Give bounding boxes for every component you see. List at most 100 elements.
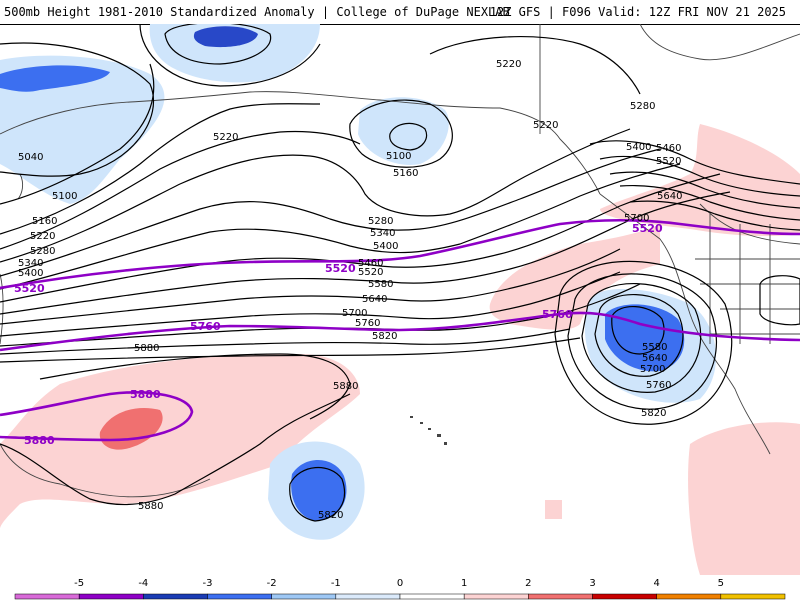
height-label: 5400 bbox=[373, 241, 398, 252]
contour-cutoff-4 bbox=[567, 273, 718, 410]
height-label: 5220 bbox=[496, 59, 521, 70]
height-label: 5640 bbox=[642, 353, 667, 364]
primary-label: 5520 bbox=[632, 222, 663, 235]
height-label: 5700 bbox=[342, 308, 367, 319]
neg-anomaly-low-core bbox=[605, 304, 685, 372]
height-label: 5280 bbox=[630, 101, 655, 112]
height-label: 5340 bbox=[18, 258, 43, 269]
contour-aleutian-low bbox=[349, 99, 453, 168]
contour-5820-south bbox=[289, 466, 346, 522]
height-label: 5820 bbox=[641, 408, 666, 419]
coastlines bbox=[0, 23, 800, 498]
contour-5820 bbox=[0, 337, 581, 363]
height-label: 5100 bbox=[52, 191, 77, 202]
contour-5340-a bbox=[0, 148, 661, 277]
primary-label: 5760 bbox=[542, 308, 573, 321]
height-label: 5700 bbox=[640, 364, 665, 375]
contour-5580 bbox=[0, 248, 621, 325]
pos-anomaly-se bbox=[688, 422, 800, 575]
legend-tick-label: -4 bbox=[138, 578, 148, 589]
height-label: 5820 bbox=[318, 510, 343, 521]
primary-contours bbox=[0, 218, 800, 442]
legend-bin bbox=[528, 593, 593, 600]
contour-north-outer bbox=[139, 23, 321, 87]
contour-5040 bbox=[0, 42, 155, 177]
height-label: 5160 bbox=[393, 168, 418, 179]
contour-cutoff-1 bbox=[611, 305, 665, 355]
legend-tick-label: 4 bbox=[653, 578, 659, 589]
contour-5880-a bbox=[39, 353, 351, 420]
legend-bin bbox=[143, 593, 208, 600]
hawaii-islands bbox=[410, 416, 447, 445]
legend-tick-label: 1 bbox=[461, 578, 467, 589]
legend-bin bbox=[592, 593, 657, 600]
contour-ne-stack-1 bbox=[589, 140, 800, 185]
primary-5760 bbox=[0, 311, 800, 352]
contour-cutoff-3 bbox=[581, 283, 702, 393]
legend-ticks: -5 -4 -3 -2 -1 0 1 2 3 4 5 bbox=[74, 578, 724, 589]
contour-5220-a bbox=[0, 130, 361, 250]
primary-label: 5760 bbox=[190, 320, 221, 333]
legend-bin bbox=[720, 593, 786, 600]
legend-tick-label: -3 bbox=[203, 578, 213, 589]
primary-5880 bbox=[0, 391, 194, 442]
height-label: 5520 bbox=[656, 156, 681, 167]
contour-5400-a bbox=[0, 163, 681, 290]
height-label: 5280 bbox=[368, 216, 393, 227]
legend-tick-label: 3 bbox=[589, 578, 595, 589]
height-label: 5040 bbox=[18, 152, 43, 163]
height-label: 5880 bbox=[138, 501, 163, 512]
legend-bin bbox=[14, 593, 80, 600]
height-label: 5580 bbox=[642, 342, 667, 353]
height-label: 5160 bbox=[32, 216, 57, 227]
height-label: 5340 bbox=[370, 228, 395, 239]
legend-bin bbox=[207, 593, 272, 600]
neg-anomaly-north bbox=[149, 24, 320, 83]
neg-anomaly-north-core bbox=[193, 26, 258, 48]
height-label: 5880 bbox=[134, 343, 159, 354]
height-label: 5760 bbox=[355, 318, 380, 329]
height-label: 5220 bbox=[30, 231, 55, 242]
legend-bins bbox=[14, 593, 786, 600]
contour-aleutian-inner bbox=[389, 122, 428, 151]
legend-bin bbox=[78, 593, 144, 600]
contour-5100-a bbox=[0, 63, 155, 205]
legend-tick-label: 0 bbox=[397, 578, 403, 589]
contour-ne-stack-4 bbox=[619, 185, 800, 221]
height-label: 5460 bbox=[358, 258, 383, 269]
primary-5520 bbox=[0, 218, 800, 290]
height-label: 5100 bbox=[386, 151, 411, 162]
height-label: 5460 bbox=[656, 143, 681, 154]
contour-ne-stack-5 bbox=[629, 200, 800, 231]
primary-label: 5520 bbox=[325, 262, 356, 275]
height-label: 5580 bbox=[368, 279, 393, 290]
contour-ne-stack-3 bbox=[609, 171, 800, 209]
height-label: 5640 bbox=[657, 191, 682, 202]
height-label: 5520 bbox=[358, 267, 383, 278]
height-label: 5400 bbox=[18, 268, 43, 279]
contour-5220-ne bbox=[429, 35, 641, 95]
neg-anomaly-south-core bbox=[291, 459, 347, 521]
legend-tick-label: -2 bbox=[267, 578, 277, 589]
legend-tick-label: 2 bbox=[525, 578, 531, 589]
map-canvas: 5220 5220 5220 5040 5100 5100 5160 5160 … bbox=[0, 22, 800, 575]
height-label: 5880 bbox=[333, 381, 358, 392]
neg-anomaly-aleutian bbox=[358, 97, 449, 165]
contour-cutoff-2 bbox=[594, 293, 684, 377]
contour-5460 bbox=[0, 173, 721, 303]
primary-label: 5520 bbox=[14, 282, 45, 295]
legend-bin bbox=[463, 593, 529, 600]
neg-anomaly-nw bbox=[0, 55, 165, 204]
primary-label: 5880 bbox=[24, 434, 55, 447]
valid-time: 12Z GFS | F096 Valid: 12Z FRI NOV 21 202… bbox=[489, 5, 786, 19]
height-label: 5820 bbox=[372, 331, 397, 342]
height-label: 5220 bbox=[213, 132, 238, 143]
legend-bin bbox=[656, 593, 722, 600]
height-label: 5280 bbox=[30, 246, 55, 257]
contour-east-small bbox=[759, 275, 800, 326]
contour-5160-a bbox=[0, 103, 321, 235]
contour-ne-stack-2 bbox=[599, 155, 800, 197]
legend-canvas: -5 -4 -3 -2 -1 0 1 2 3 4 5 bbox=[14, 578, 786, 600]
legend-bin bbox=[271, 593, 337, 600]
height-label: 5760 bbox=[646, 380, 671, 391]
